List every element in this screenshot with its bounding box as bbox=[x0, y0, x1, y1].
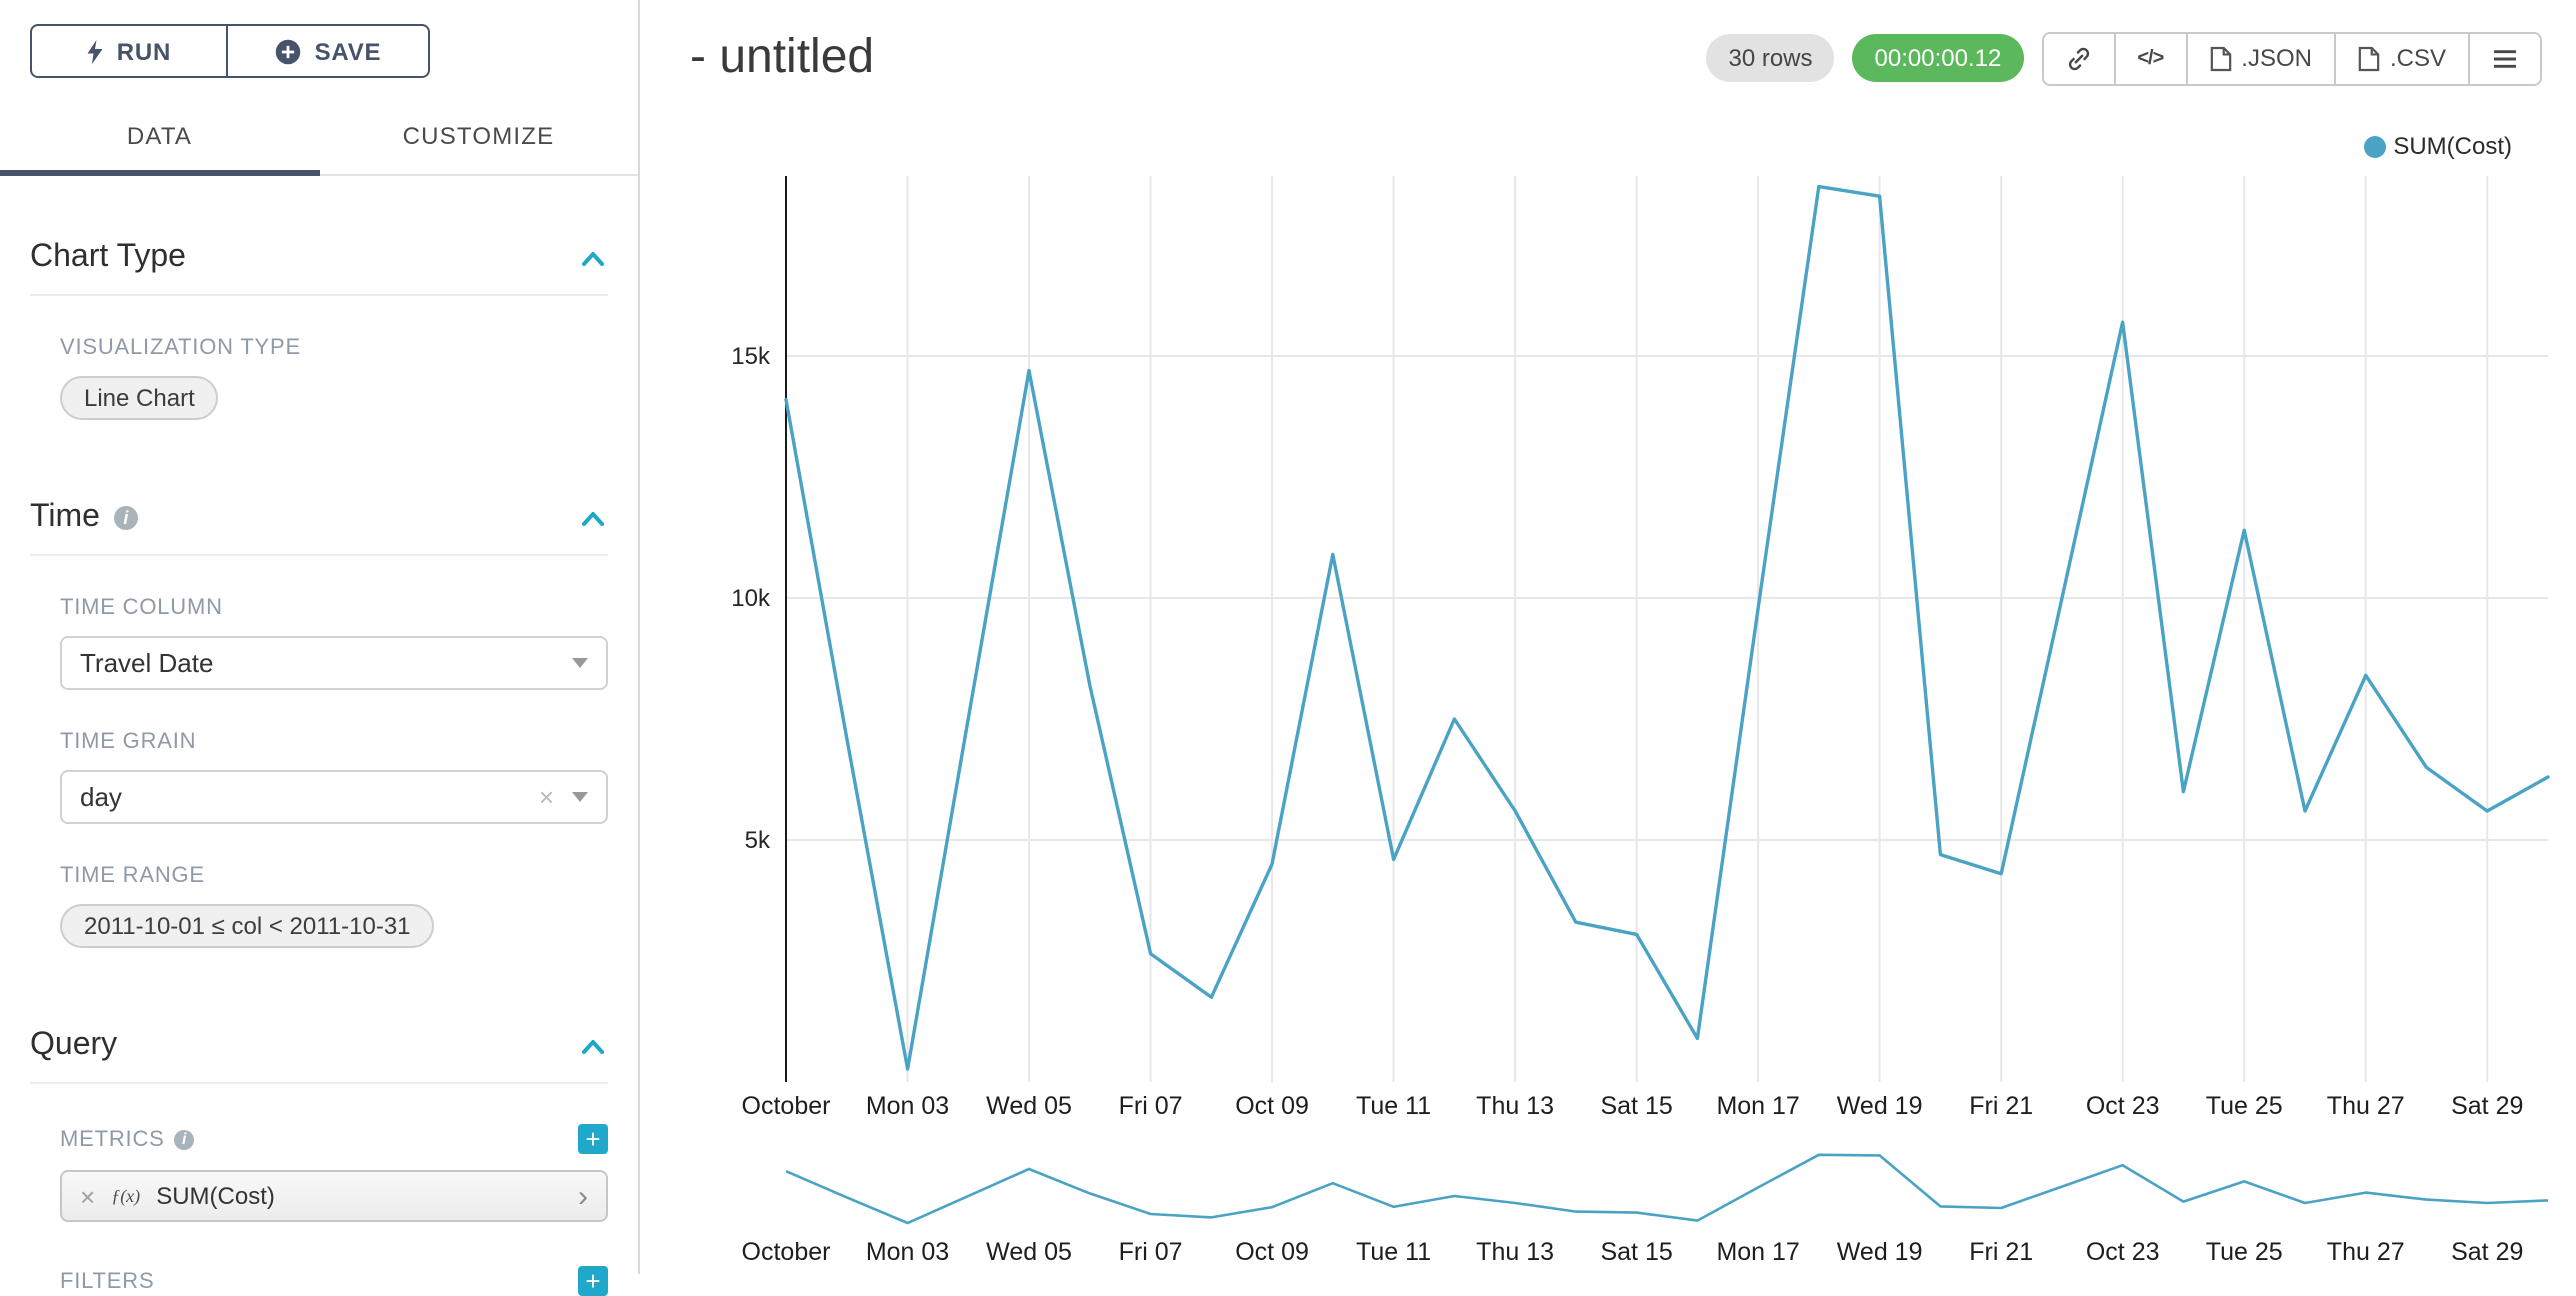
file-icon bbox=[2358, 45, 2380, 71]
hamburger-icon bbox=[2494, 49, 2516, 67]
chart-header: - untitled 30 rows 00:00:00.12 </> bbox=[642, 0, 2576, 86]
filters-label-wrap: FILTERS bbox=[60, 1269, 154, 1293]
export-json-label: .JSON bbox=[2241, 44, 2312, 72]
run-button[interactable]: RUN bbox=[30, 24, 228, 78]
metrics-label: METRICS bbox=[60, 1127, 165, 1151]
tab-customize[interactable]: CUSTOMIZE bbox=[402, 122, 555, 150]
legend-item-sum-cost[interactable]: SUM(Cost) bbox=[2363, 132, 2512, 160]
viz-type-pill[interactable]: Line Chart bbox=[60, 376, 219, 420]
menu-button[interactable] bbox=[2470, 31, 2542, 85]
add-metric-button[interactable]: + bbox=[578, 1124, 608, 1154]
info-icon: i bbox=[174, 1129, 195, 1149]
export-button-group: </> .JSON .CSV bbox=[2041, 31, 2542, 85]
add-filter-button[interactable]: + bbox=[578, 1266, 608, 1296]
chevron-up-icon bbox=[582, 1038, 604, 1053]
time-grain-label: TIME GRAIN bbox=[60, 730, 197, 754]
panel-tabs: DATA CUSTOMIZE bbox=[0, 110, 638, 176]
time-range-pill[interactable]: 2011-10-01 ≤ col < 2011-10-31 bbox=[60, 904, 435, 948]
export-csv-button[interactable]: .CSV bbox=[2335, 31, 2470, 85]
caret-down-icon bbox=[572, 658, 588, 668]
row-count-badge: 30 rows bbox=[1706, 34, 1835, 82]
collapse-time-button[interactable] bbox=[578, 507, 608, 529]
function-icon: ƒ(x) bbox=[111, 1186, 141, 1206]
bolt-icon bbox=[88, 39, 104, 63]
info-icon: i bbox=[113, 506, 138, 530]
caret-down-icon bbox=[572, 792, 588, 802]
section-time-title: Time bbox=[30, 500, 100, 534]
export-csv-label: .CSV bbox=[2389, 44, 2446, 72]
legend-dot bbox=[2363, 135, 2386, 157]
section-query-header[interactable]: Query bbox=[30, 948, 608, 1084]
time-column-select[interactable]: Travel Date bbox=[60, 636, 608, 690]
tab-data[interactable]: DATA bbox=[0, 110, 319, 176]
file-icon bbox=[2210, 45, 2231, 71]
chevron-right-icon[interactable]: › bbox=[578, 1179, 588, 1213]
export-json-button[interactable]: .JSON bbox=[2187, 31, 2336, 85]
legend-label: SUM(Cost) bbox=[2393, 132, 2512, 160]
chart-canvas[interactable] bbox=[782, 172, 2554, 1084]
control-panel: RUN SAVE DATA CUSTOMIZE Chart Type VISUA… bbox=[0, 0, 640, 1296]
time-grain-value: day bbox=[80, 782, 122, 812]
view-query-button[interactable]: </> bbox=[2115, 31, 2188, 85]
link-icon bbox=[2068, 46, 2089, 70]
save-button[interactable]: SAVE bbox=[228, 24, 430, 78]
save-button-label: SAVE bbox=[314, 37, 382, 65]
metric-pill-label: SUM(Cost) bbox=[156, 1182, 275, 1210]
section-chart-type-header[interactable]: Chart Type bbox=[30, 176, 608, 296]
section-query-title: Query bbox=[30, 1028, 118, 1062]
visualization-type-label: VISUALIZATION TYPE bbox=[60, 336, 301, 360]
remove-metric-icon[interactable]: × bbox=[80, 1181, 96, 1211]
metrics-label-wrap: METRICS i bbox=[60, 1127, 195, 1151]
filters-label: FILTERS bbox=[60, 1269, 155, 1293]
time-range-label: TIME RANGE bbox=[60, 864, 205, 888]
chevron-up-icon bbox=[582, 510, 604, 525]
section-chart-type-title: Chart Type bbox=[30, 240, 186, 274]
run-button-label: RUN bbox=[116, 37, 172, 65]
time-column-value: Travel Date bbox=[80, 648, 214, 678]
collapse-chart-type-button[interactable] bbox=[578, 247, 608, 269]
chart-title: - untitled bbox=[690, 30, 875, 84]
code-icon: </> bbox=[2137, 47, 2164, 69]
query-timer-badge: 00:00:00.12 bbox=[1852, 34, 2024, 82]
collapse-query-button[interactable] bbox=[578, 1035, 608, 1057]
share-link-button[interactable] bbox=[2041, 31, 2116, 85]
plus-circle-icon bbox=[276, 38, 301, 64]
metric-pill[interactable]: × ƒ(x) SUM(Cost) › bbox=[60, 1170, 608, 1222]
time-grain-select[interactable]: day × bbox=[60, 770, 608, 824]
time-column-label: TIME COLUMN bbox=[60, 596, 223, 620]
chevron-up-icon bbox=[582, 250, 604, 265]
chart-panel: - untitled 30 rows 00:00:00.12 </> bbox=[642, 0, 2576, 1274]
clear-icon[interactable]: × bbox=[538, 782, 554, 812]
run-save-button-group: RUN SAVE bbox=[30, 24, 608, 78]
section-time-header[interactable]: Time i bbox=[30, 420, 608, 556]
